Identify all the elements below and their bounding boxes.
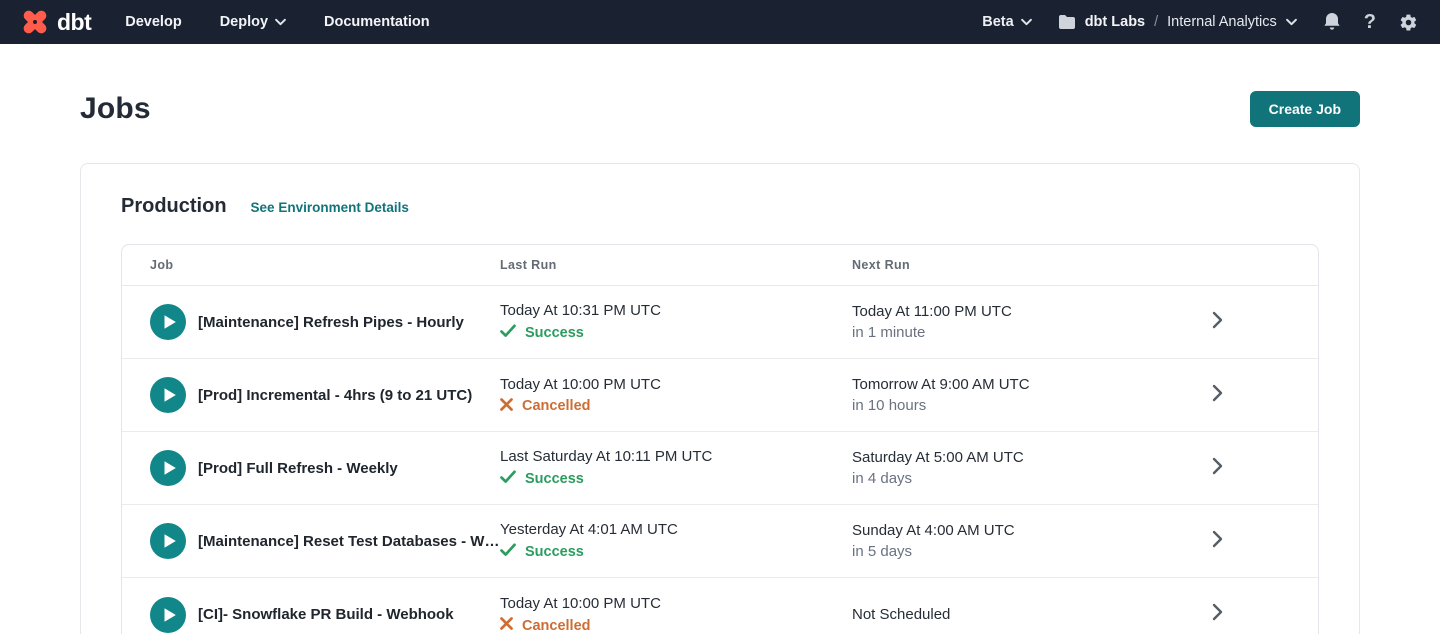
last-run-time: Yesterday At 4:01 AM UTC: [500, 521, 678, 538]
run-job-play-button[interactable]: [150, 523, 186, 559]
chevron-right-icon[interactable]: [1212, 457, 1223, 480]
table-row[interactable]: [Prod] Incremental - 4hrs (9 to 21 UTC) …: [122, 359, 1318, 432]
nav-item-develop[interactable]: Develop: [125, 14, 182, 30]
last-run-time: Last Saturday At 10:11 PM UTC: [500, 448, 713, 465]
next-run-relative: in 5 days: [852, 543, 913, 560]
create-job-button[interactable]: Create Job: [1249, 91, 1360, 127]
gear-icon[interactable]: [1399, 13, 1418, 32]
last-run-status: Cancelled: [522, 398, 591, 414]
next-run-time: Saturday At 5:00 AM UTC: [852, 449, 1024, 466]
breadcrumb-separator: /: [1154, 14, 1159, 30]
table-row[interactable]: [Maintenance] Reset Test Databases - W… …: [122, 505, 1318, 578]
x-icon: [500, 617, 513, 630]
account-project-picker[interactable]: dbt Labs / Internal Analytics: [1058, 14, 1297, 30]
play-icon: [164, 461, 176, 475]
help-icon[interactable]: ?: [1363, 11, 1376, 33]
environment-card: Production See Environment Details Job L…: [80, 163, 1360, 634]
nav-links: Develop Deploy Documentation: [125, 14, 429, 30]
nav-item-deploy[interactable]: Deploy: [220, 14, 286, 30]
check-icon: [500, 470, 516, 483]
column-header-next-run: Next Run: [852, 258, 911, 272]
last-run-status: Success: [525, 325, 584, 341]
dbt-logo-text: dbt: [57, 8, 92, 35]
next-run-time: Tomorrow At 9:00 AM UTC: [852, 376, 1030, 393]
last-run-status: Cancelled: [522, 617, 591, 634]
job-name: [Prod] Incremental - 4hrs (9 to 21 UTC): [198, 386, 473, 404]
dbt-logo[interactable]: dbt: [20, 7, 92, 37]
last-run-time: Today At 10:00 PM UTC: [500, 375, 661, 393]
last-run-status: Success: [525, 471, 584, 487]
project-name: Internal Analytics: [1167, 14, 1277, 30]
next-run-relative: in 1 minute: [852, 324, 926, 341]
last-run-time: Today At 10:00 PM UTC: [500, 595, 661, 612]
chevron-right-icon[interactable]: [1212, 311, 1223, 334]
dbt-logo-icon: [20, 7, 50, 37]
next-run-time: Sunday At 4:00 AM UTC: [852, 522, 1015, 539]
chevron-down-icon: [1285, 18, 1297, 26]
next-run-relative: in 10 hours: [852, 397, 927, 414]
job-name: [CI]- Snowflake PR Build - Webhook: [198, 606, 454, 623]
check-icon: [500, 543, 516, 556]
next-run-time: Not Scheduled: [852, 606, 951, 623]
play-icon: [164, 607, 176, 622]
x-icon: [500, 397, 513, 411]
page-title: Jobs: [80, 92, 151, 125]
next-run-time: Today At 11:00 PM UTC: [852, 303, 1012, 320]
run-job-play-button[interactable]: [150, 377, 186, 413]
table-body: [Maintenance] Refresh Pipes - Hourly Tod…: [122, 286, 1318, 634]
chevron-right-icon[interactable]: [1212, 384, 1223, 407]
chevron-right-icon[interactable]: [1212, 530, 1223, 553]
check-icon: [500, 324, 516, 337]
job-name: [Maintenance] Refresh Pipes - Hourly: [198, 313, 464, 331]
environment-name: Production: [121, 195, 227, 217]
column-header-job: Job: [150, 258, 174, 272]
run-job-play-button[interactable]: [150, 450, 186, 486]
chevron-right-icon[interactable]: [1212, 603, 1223, 626]
folder-icon: [1058, 14, 1076, 30]
column-header-last-run: Last Run: [500, 258, 557, 272]
job-name: [Prod] Full Refresh - Weekly: [198, 459, 398, 477]
table-row[interactable]: [Prod] Full Refresh - Weekly Last Saturd…: [122, 432, 1318, 505]
play-icon: [164, 315, 176, 329]
last-run-status: Success: [525, 544, 584, 560]
play-icon: [164, 388, 176, 402]
top-nav: dbt Develop Deploy Documentation Beta db…: [0, 0, 1440, 44]
chevron-down-icon: [1020, 18, 1032, 26]
jobs-table: Job Last Run Next Run [Maintenance] Refr…: [121, 244, 1319, 634]
chevron-down-icon: [275, 18, 286, 26]
run-job-play-button[interactable]: [150, 304, 186, 340]
see-environment-details-link[interactable]: See Environment Details: [250, 200, 409, 215]
beta-toggle[interactable]: Beta: [982, 14, 1032, 30]
job-name: [Maintenance] Reset Test Databases - W…: [198, 532, 500, 550]
last-run-time: Today At 10:31 PM UTC: [500, 302, 661, 319]
table-row[interactable]: [CI]- Snowflake PR Build - Webhook Today…: [122, 578, 1318, 634]
table-row[interactable]: [Maintenance] Refresh Pipes - Hourly Tod…: [122, 286, 1318, 359]
run-job-play-button[interactable]: [150, 596, 186, 633]
play-icon: [164, 534, 176, 548]
next-run-relative: in 4 days: [852, 470, 913, 487]
table-header-row: Job Last Run Next Run: [122, 245, 1318, 286]
bell-icon[interactable]: [1323, 12, 1341, 32]
nav-item-documentation[interactable]: Documentation: [324, 14, 430, 30]
account-name: dbt Labs: [1084, 14, 1146, 30]
